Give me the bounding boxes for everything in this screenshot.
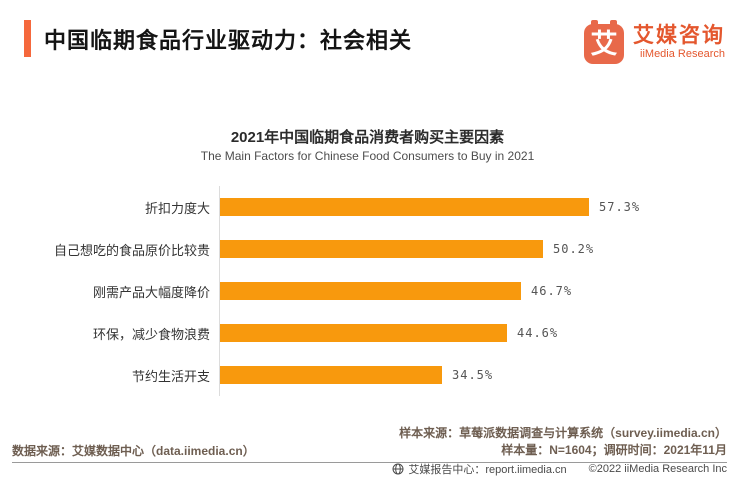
bar — [220, 366, 442, 384]
value-label: 50.2% — [553, 242, 595, 256]
logo-glyph: 艾 — [590, 29, 618, 59]
logo-name-cn: 艾媒咨询 — [633, 23, 725, 47]
globe-icon — [392, 463, 404, 475]
chart-title: 2021年中国临期食品消费者购买主要因素 — [230, 129, 505, 146]
category-label: 自己想吃的食品原价比较贵 — [53, 242, 210, 258]
footer-sources: 数据来源：艾媒数据中心（data.iimedia.cn） 样本来源：草莓派数据调… — [12, 425, 727, 463]
bottom-bar: 艾媒报告中心：report.iimedia.cn ©2022 iiMedia R… — [392, 461, 727, 477]
bar — [220, 240, 543, 258]
bar-track: 34.5% — [219, 354, 721, 396]
copyright-text: ©2022 iiMedia Research Inc — [588, 463, 727, 475]
value-label: 34.5% — [452, 368, 494, 382]
bar-track: 50.2% — [219, 228, 721, 270]
header: 中国临期食品行业驱动力：社会相关 — [24, 20, 605, 57]
bar — [220, 324, 507, 342]
chart-subtitle: The Main Factors for Chinese Food Consum… — [200, 149, 535, 163]
bar — [220, 282, 521, 300]
category-label: 节约生活开支 — [131, 368, 210, 384]
category-label: 折扣力度大 — [144, 200, 210, 216]
bar-row: 刚需产品大幅度降价 46.7% — [24, 270, 721, 312]
sample-size-note: 样本量：N=1604；调研时间：2021年11月 — [501, 443, 727, 457]
bar-track: 44.6% — [219, 312, 721, 354]
title-accent-bar — [24, 20, 31, 57]
bar-track: 46.7% — [219, 270, 721, 312]
category-label: 环保，减少食物浪费 — [92, 326, 210, 342]
value-label: 57.3% — [599, 200, 641, 214]
value-label: 44.6% — [517, 326, 559, 340]
report-center-text: 艾媒报告中心：report.iimedia.cn — [408, 464, 567, 476]
bar-row: 折扣力度大 57.3% — [24, 186, 721, 228]
value-label: 46.7% — [531, 284, 573, 298]
logo-mark-icon: 艾 — [584, 20, 624, 64]
bar — [220, 198, 589, 216]
bar-chart: 折扣力度大 57.3% 自己想吃的食品原价比较贵 50.2% 刚需产品大幅度降价 46.7… — [24, 186, 721, 396]
logo-text: 艾媒咨询 iiMedia Research — [633, 24, 725, 61]
category-label: 刚需产品大幅度降价 — [92, 284, 210, 300]
bar-track: 57.3% — [219, 186, 721, 228]
bar-row: 环保，减少食物浪费 44.6% — [24, 312, 721, 354]
sample-source-note: 样本来源：草莓派数据调查与计算系统（survey.iimedia.cn） — [399, 426, 727, 440]
logo-name-en: iiMedia Research — [640, 47, 725, 60]
iimedia-logo: 艾 艾媒咨询 iiMedia Research — [584, 20, 725, 64]
bar-row: 自己想吃的食品原价比较贵 50.2% — [24, 228, 721, 270]
sample-notes: 样本来源：草莓派数据调查与计算系统（survey.iimedia.cn） 样本量… — [399, 425, 727, 459]
data-source-note: 数据来源：艾媒数据中心（data.iimedia.cn） — [12, 444, 255, 458]
bar-row: 节约生活开支 34.5% — [24, 354, 721, 396]
page-title: 中国临期食品行业驱动力：社会相关 — [44, 27, 413, 53]
